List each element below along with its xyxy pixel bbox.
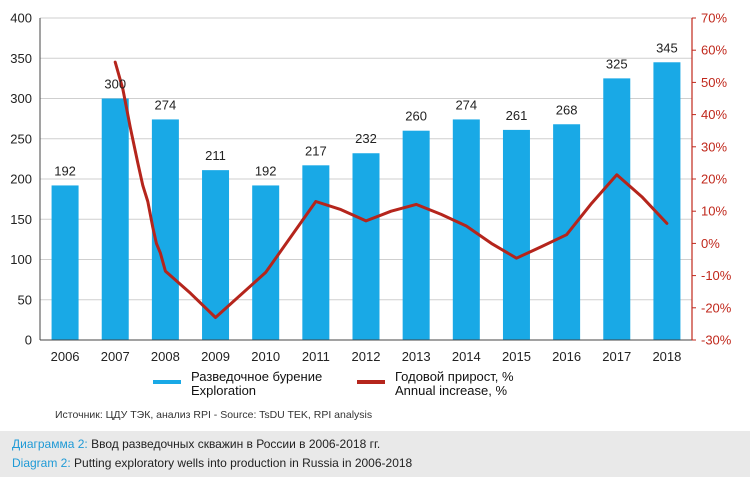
caption-line-ru: Диаграмма 2: Ввод разведочных скважин в …	[12, 437, 380, 451]
x-tick-label: 2015	[502, 349, 531, 364]
bar-2016	[553, 124, 581, 340]
right-tick-label: -20%	[701, 300, 732, 315]
caption-box: Диаграмма 2: Ввод разведочных скважин в …	[0, 431, 750, 477]
bar-2013	[402, 130, 430, 340]
bar-series	[51, 62, 681, 341]
right-tick-label: -10%	[701, 268, 732, 283]
data-label-2015: 261	[506, 108, 528, 123]
left-tick-label: 200	[10, 172, 32, 187]
x-tick-label: 2013	[402, 349, 431, 364]
annual-increase-line	[113, 60, 669, 319]
bar-2014	[452, 119, 480, 341]
data-label-2007: 300	[104, 77, 126, 92]
caption-line-en: Diagram 2: Putting exploratory wells int…	[12, 456, 412, 470]
legend-bars-sublabel: Exploration	[191, 383, 257, 398]
left-tick-label: 150	[10, 212, 32, 227]
left-tick-label: 300	[10, 91, 32, 106]
legend-line-sublabel: Annual increase, %	[395, 383, 508, 398]
bar-2006	[51, 185, 79, 340]
caption-en-prefix: Diagram 2:	[12, 456, 71, 470]
left-tick-label: 0	[25, 333, 32, 348]
left-tick-label: 400	[10, 11, 32, 26]
data-label-2010: 192	[255, 163, 277, 178]
x-tick-label: 2016	[552, 349, 581, 364]
bar-2018	[653, 62, 681, 341]
right-tick-label: -30%	[701, 333, 732, 348]
right-tick-label: 40%	[701, 107, 727, 122]
x-tick-label: 2007	[101, 349, 130, 364]
bar-2008	[151, 119, 179, 341]
x-tick-label: 2017	[602, 349, 631, 364]
right-tick-label: 20%	[701, 172, 727, 187]
data-label-2013: 260	[405, 109, 427, 124]
data-label-2008: 274	[155, 97, 177, 112]
x-tick-label: 2010	[251, 349, 280, 364]
left-tick-label: 100	[10, 252, 32, 267]
left-tick-label: 250	[10, 131, 32, 146]
data-label-2018: 345	[656, 40, 678, 55]
left-tick-label: 350	[10, 51, 32, 66]
x-tick-label: 2014	[452, 349, 481, 364]
axes: 0 50 100 150 200 250 300 350 400 -30% -20% -10% 0% 10…	[10, 11, 731, 365]
data-label-2016: 268	[556, 102, 578, 117]
data-label-2014: 274	[455, 97, 477, 112]
data-labels: 192 300 274 211 192 217 232 260 274 261 268 325 345	[54, 40, 678, 178]
x-tick-label: 2008	[151, 349, 180, 364]
legend: Разведочное бурение Exploration Годовой …	[0, 370, 750, 404]
right-tick-label: 30%	[701, 139, 727, 154]
x-tick-label: 2011	[302, 349, 330, 364]
bar-2017	[603, 78, 631, 340]
right-tick-label: 70%	[701, 11, 727, 26]
data-label-2006: 192	[54, 163, 76, 178]
x-tick-label: 2006	[51, 349, 80, 364]
line-series	[113, 60, 669, 319]
x-tick-label: 2009	[201, 349, 230, 364]
bar-2012	[352, 153, 380, 340]
source-note: Источник: ЦДУ ТЭК, анализ RPI - Source: …	[55, 409, 373, 421]
data-label-2012: 232	[355, 131, 377, 146]
legend-line-label: Годовой прирост, %	[395, 369, 514, 384]
bar-2007	[101, 98, 129, 340]
bar-2009	[202, 170, 230, 340]
x-tick-label: 2018	[652, 349, 681, 364]
bar-2010	[252, 185, 280, 340]
right-tick-label: 0%	[701, 236, 720, 251]
legend-bars-label: Разведочное бурение	[191, 369, 323, 384]
right-tick-label: 50%	[701, 75, 727, 90]
right-tick-label: 10%	[701, 204, 727, 219]
right-tick-label: 60%	[701, 43, 727, 58]
legend-swatch-line	[357, 380, 385, 384]
x-tick-label: 2012	[352, 349, 381, 364]
bar-2015	[502, 129, 530, 340]
data-label-2017: 325	[606, 56, 628, 71]
left-tick-label: 50	[18, 292, 32, 307]
data-label-2011: 217	[305, 143, 327, 158]
caption-ru-prefix: Диаграмма 2:	[12, 437, 88, 451]
legend-swatch-bars	[153, 380, 181, 384]
bar-2011	[302, 165, 330, 340]
caption-ru-text: Ввод разведочных скважин в России в 2006…	[87, 437, 381, 451]
caption-en-text: Putting exploratory wells into productio…	[70, 456, 413, 470]
data-label-2009: 211	[205, 148, 226, 163]
